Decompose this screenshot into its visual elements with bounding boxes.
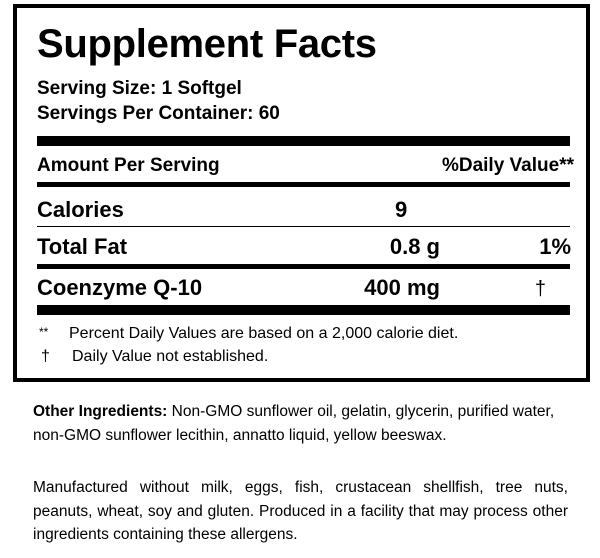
other-ingredients-text: Non-GMO sunflower oil, gelatin, glycerin… <box>33 403 555 444</box>
footnote-text: Daily Value not established. <box>72 348 269 365</box>
allergen-statement: Manufactured without milk, eggs, fish, c… <box>33 479 568 543</box>
amount-per-serving-header: Amount Per Serving <box>37 155 220 176</box>
divider <box>37 182 570 187</box>
row-amount: 9 <box>395 197 408 222</box>
serving-size: Serving Size: 1 Softgel <box>37 78 242 99</box>
supplement-facts-panel: Supplement Facts Serving Size: 1 Softgel… <box>13 4 590 382</box>
row-amount: 0.8 g <box>389 234 440 259</box>
row-name: Total Fat <box>37 234 128 259</box>
other-ingredients: Other Ingredients: Non-GMO sunflower oil… <box>33 400 568 447</box>
servings-per-container: Servings Per Container: 60 <box>37 103 280 124</box>
row-name: Coenzyme Q-10 <box>37 275 203 300</box>
row-name: Calories <box>37 197 124 222</box>
footnote-symbol: ** <box>39 325 49 339</box>
footnote-text: Percent Daily Values are based on a 2,00… <box>69 325 459 342</box>
row-daily-value: 1% <box>539 234 571 259</box>
footnote-symbol: † <box>41 348 50 365</box>
row-amount: 400 mg <box>364 275 440 300</box>
daily-value-header: %Daily Value** <box>441 155 574 176</box>
row-daily-value: † <box>534 278 546 300</box>
thick-divider <box>37 305 570 315</box>
thick-divider <box>37 136 570 146</box>
other-ingredients-label: Other Ingredients: <box>33 403 168 420</box>
panel-title: Supplement Facts <box>37 22 377 66</box>
divider <box>37 264 570 269</box>
thin-divider <box>37 226 570 227</box>
